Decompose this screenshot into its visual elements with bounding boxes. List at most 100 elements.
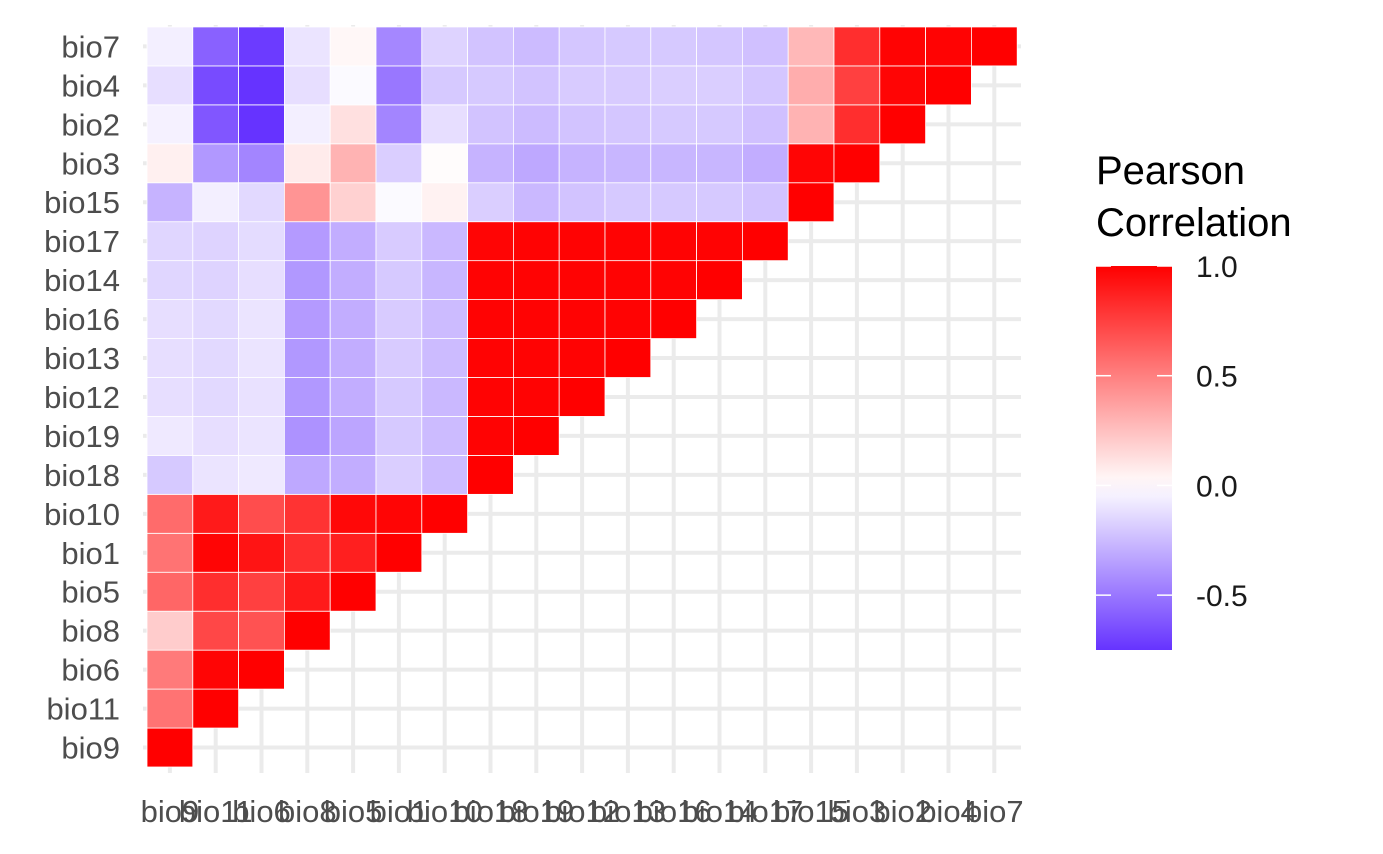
heatmap-cell-bio15-bio17 (742, 182, 789, 223)
heatmap-cell-bio15-bio9 (146, 182, 194, 223)
heatmap-cell-bio17-bio6 (238, 221, 285, 262)
heatmap-cell-bio7-bio16 (650, 26, 697, 67)
x-tick-label-bio2: bio2 (873, 794, 932, 829)
heatmap-cell-bio8-bio9 (146, 610, 194, 651)
heatmap-cell-bio17-bio1 (375, 221, 423, 262)
heatmap-cell-bio13-bio5 (329, 338, 377, 378)
heatmap-cell-bio3-bio10 (421, 143, 468, 184)
heatmap-cell-bio2-bio8 (283, 104, 331, 145)
heatmap-cell-bio16-bio6 (238, 299, 285, 339)
heatmap-cell-bio2-bio15 (787, 104, 835, 145)
heatmap-cell-bio19-bio8 (283, 416, 331, 456)
heatmap-cell-bio7-bio5 (329, 26, 377, 67)
heatmap-cell-bio17-bio5 (329, 221, 377, 262)
heatmap-cell-bio10-bio6 (238, 493, 285, 534)
heatmap-cell-bio12-bio5 (329, 377, 377, 417)
heatmap-cell-bio14-bio8 (283, 260, 331, 300)
heatmap-cell-bio13-bio19 (513, 338, 560, 378)
heatmap-cell-bio2-bio10 (421, 104, 468, 145)
x-tick-label-bio7: bio7 (965, 794, 1024, 829)
heatmap-cell-bio7-bio4 (925, 26, 972, 67)
legend-label-3: -0.5 (1196, 580, 1248, 613)
heatmap-cell-bio6-bio11 (192, 649, 240, 690)
heatmap-cell-bio12-bio18 (467, 377, 514, 417)
heatmap-cell-bio7-bio10 (421, 26, 468, 67)
heatmap-cell-bio14-bio10 (421, 260, 468, 300)
heatmap-cell-bio7-bio17 (742, 26, 789, 67)
heatmap-cell-bio13-bio12 (558, 338, 606, 378)
heatmap-cell-bio2-bio11 (192, 104, 240, 145)
heatmap-cell-bio10-bio8 (283, 493, 331, 534)
heatmap-cell-bio17-bio17 (742, 221, 789, 262)
heatmap-cells (146, 26, 1018, 768)
heatmap-cell-bio14-bio19 (513, 260, 560, 300)
heatmap-cell-bio2-bio1 (375, 104, 423, 145)
heatmap-cell-bio15-bio14 (696, 182, 743, 223)
heatmap-cell-bio13-bio8 (283, 338, 331, 378)
y-tick-label-bio5: bio5 (61, 575, 120, 610)
y-tick-label-bio6: bio6 (61, 653, 120, 688)
heatmap-cell-bio2-bio17 (742, 104, 789, 145)
heatmap-cell-bio2-bio16 (650, 104, 697, 145)
heatmap-cell-bio7-bio11 (192, 26, 240, 67)
heatmap-cell-bio1-bio6 (238, 532, 285, 573)
heatmap-cell-bio19-bio5 (329, 416, 377, 456)
heatmap-cell-bio4-bio1 (375, 65, 423, 106)
heatmap-cell-bio8-bio8 (283, 610, 331, 651)
y-tick-label-bio19: bio19 (44, 419, 120, 454)
heatmap-cell-bio17-bio16 (650, 221, 697, 262)
heatmap-cell-bio11-bio11 (192, 688, 240, 729)
heatmap-cell-bio1-bio1 (375, 532, 423, 573)
heatmap-cell-bio12-bio10 (421, 377, 468, 417)
heatmap-cell-bio18-bio5 (329, 454, 377, 495)
x-tick-label-bio15: bio15 (773, 794, 849, 829)
heatmap-cell-bio5-bio6 (238, 571, 285, 612)
heatmap-cell-bio4-bio6 (238, 65, 285, 106)
heatmap-cell-bio5-bio5 (329, 571, 377, 612)
heatmap-cell-bio4-bio15 (787, 65, 835, 106)
heatmap-cell-bio19-bio1 (375, 416, 423, 456)
heatmap-cell-bio15-bio1 (375, 182, 423, 223)
heatmap-cell-bio16-bio19 (513, 299, 560, 339)
heatmap-cell-bio4-bio10 (421, 65, 468, 106)
heatmap-cell-bio14-bio18 (467, 260, 514, 300)
heatmap-cell-bio6-bio9 (146, 649, 194, 690)
y-tick-label-bio7: bio7 (61, 29, 120, 64)
heatmap-cell-bio17-bio19 (513, 221, 560, 262)
x-tick-label-bio18: bio18 (453, 794, 529, 829)
heatmap-cell-bio7-bio13 (604, 26, 652, 67)
heatmap-cell-bio3-bio12 (558, 143, 606, 184)
y-tick-label-bio18: bio18 (44, 458, 120, 493)
heatmap-cell-bio2-bio13 (604, 104, 652, 145)
heatmap-cell-bio4-bio12 (558, 65, 606, 106)
heatmap-cell-bio4-bio4 (925, 65, 972, 106)
heatmap-cell-bio16-bio5 (329, 299, 377, 339)
heatmap-cell-bio17-bio11 (192, 221, 240, 262)
heatmap-cell-bio16-bio16 (650, 299, 697, 339)
legend-title-line2: Correlation (1096, 201, 1292, 245)
heatmap-cell-bio13-bio11 (192, 338, 240, 378)
legend-title-line1: Pearson (1096, 149, 1245, 193)
heatmap-cell-bio10-bio1 (375, 493, 423, 534)
heatmap-cell-bio14-bio5 (329, 260, 377, 300)
heatmap-cell-bio2-bio19 (513, 104, 560, 145)
heatmap-cell-bio2-bio12 (558, 104, 606, 145)
y-tick-label-bio13: bio13 (44, 341, 120, 376)
heatmap-cell-bio13-bio13 (604, 338, 652, 378)
x-tick-label-bio3: bio3 (828, 794, 887, 829)
x-tick-label-bio8: bio8 (278, 794, 337, 829)
heatmap-cell-bio14-bio1 (375, 260, 423, 300)
x-tick-label-bio9: bio9 (141, 794, 200, 829)
y-tick-label-bio8: bio8 (61, 614, 120, 649)
heatmap-cell-bio4-bio2 (879, 65, 926, 106)
heatmap-cell-bio7-bio18 (467, 26, 514, 67)
heatmap-cell-bio3-bio14 (696, 143, 743, 184)
heatmap-cell-bio17-bio10 (421, 221, 468, 262)
x-tick-label-bio11: bio11 (179, 794, 253, 829)
heatmap-cell-bio7-bio7 (971, 26, 1018, 67)
heatmap-cell-bio15-bio13 (604, 182, 652, 223)
heatmap-cell-bio18-bio18 (467, 454, 514, 495)
heatmap-cell-bio10-bio5 (329, 493, 377, 534)
legend-ticks: 1.0 0.5 0.0 -0.5 (1096, 251, 1248, 613)
heatmap-cell-bio3-bio17 (742, 143, 789, 184)
